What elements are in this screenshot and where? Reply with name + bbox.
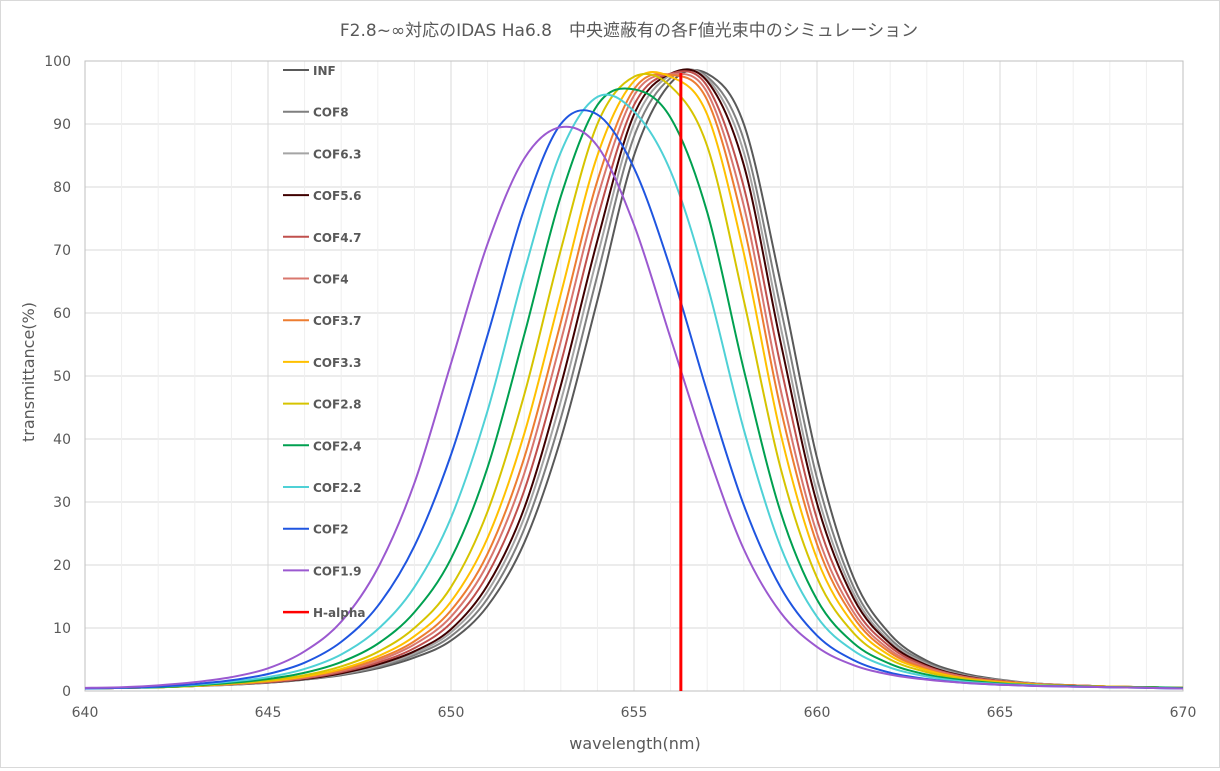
y-axis-label: transmittance(%) xyxy=(19,302,38,442)
legend-item: COF5.6 xyxy=(283,189,361,203)
legend-label: COF1.9 xyxy=(313,564,361,578)
legend-item: COF3.7 xyxy=(283,314,361,328)
legend-label: COF3.7 xyxy=(313,314,361,328)
y-tick-label: 90 xyxy=(53,117,71,133)
legend-label: COF6.3 xyxy=(313,147,361,161)
x-axis-label: wavelength(nm) xyxy=(569,734,700,753)
plot-area xyxy=(84,60,1184,692)
legend-item: COF4.7 xyxy=(283,231,361,245)
legend-label: COF3.3 xyxy=(313,356,361,370)
legend-label: COF2 xyxy=(313,523,349,537)
legend-label: H-alpha xyxy=(313,606,365,620)
legend: INF COF8 COF6.3 COF5.6 COF4.7 COF4 COF3.7 COF3.… xyxy=(283,64,365,620)
x-tick-label: 660 xyxy=(804,705,831,721)
x-tick-label: 670 xyxy=(1170,705,1197,721)
legend-item: INF xyxy=(283,64,336,78)
legend-item: COF2.8 xyxy=(283,398,361,412)
x-tick-label: 655 xyxy=(621,705,648,721)
legend-item: COF2 xyxy=(283,523,349,537)
legend-label: COF2.8 xyxy=(313,398,361,412)
legend-item: COF8 xyxy=(283,106,349,120)
plot-border xyxy=(84,60,1184,692)
y-axis-ticks: 0 10 20 30 40 50 60 70 80 90 100 xyxy=(44,54,71,700)
legend-label: INF xyxy=(313,64,336,78)
series-lines xyxy=(84,68,1184,690)
legend-label: COF4.7 xyxy=(313,231,361,245)
legend-label: COF2.2 xyxy=(313,481,361,495)
y-tick-label: 50 xyxy=(53,369,71,385)
y-tick-label: 40 xyxy=(53,432,71,448)
x-tick-label: 650 xyxy=(438,705,465,721)
x-axis-ticks: 640 645 650 655 660 665 670 xyxy=(72,705,1197,721)
legend-label: COF8 xyxy=(313,106,349,120)
chart-title: F2.8~∞対応のIDAS Ha6.8 中央遮蔽有の各F値光束中のシミュレーショ… xyxy=(340,21,918,41)
x-tick-label: 665 xyxy=(987,705,1014,721)
legend-item: COF3.3 xyxy=(283,356,361,370)
legend-item: H-alpha xyxy=(283,606,365,620)
y-tick-label: 60 xyxy=(53,306,71,322)
y-tick-label: 10 xyxy=(53,621,71,637)
legend-label: COF5.6 xyxy=(313,189,361,203)
legend-item: COF4 xyxy=(283,273,349,287)
x-tick-label: 645 xyxy=(255,705,282,721)
legend-item: COF2.4 xyxy=(283,439,361,453)
legend-item: COF6.3 xyxy=(283,147,361,161)
y-tick-label: 0 xyxy=(62,684,71,700)
y-tick-label: 80 xyxy=(53,180,71,196)
y-tick-label: 30 xyxy=(53,495,71,511)
y-tick-label: 100 xyxy=(44,54,71,70)
legend-item: COF2.2 xyxy=(283,481,361,495)
legend-label: COF2.4 xyxy=(313,439,361,453)
y-tick-label: 70 xyxy=(53,243,71,259)
series-line-cof1-9 xyxy=(84,125,1184,690)
x-tick-label: 640 xyxy=(72,705,99,721)
legend-item: COF1.9 xyxy=(283,564,361,578)
y-tick-label: 20 xyxy=(53,558,71,574)
legend-label: COF4 xyxy=(313,273,349,287)
